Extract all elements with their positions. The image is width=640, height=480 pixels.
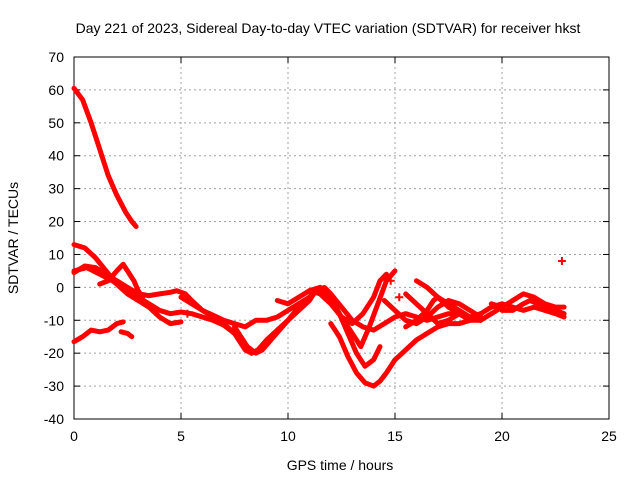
y-axis-label: SDTVAR / TECUs xyxy=(5,182,21,294)
data-series-track-5 xyxy=(71,319,126,345)
grid-layer xyxy=(74,57,609,419)
x-tick-label: 0 xyxy=(70,428,78,444)
x-axis-label: GPS time / hours xyxy=(287,457,394,473)
data-series-track-20 xyxy=(499,298,567,317)
data-series-track-19 xyxy=(488,291,567,310)
data-series-track-13 xyxy=(306,271,389,327)
data-series-track-14 xyxy=(381,298,484,327)
x-tick-label: 25 xyxy=(601,428,617,444)
y-tick-label: 10 xyxy=(48,246,64,262)
y-tick-label: -30 xyxy=(44,378,64,394)
y-tick-label: 60 xyxy=(48,82,64,98)
plot-frame xyxy=(73,56,610,420)
data-point-marker xyxy=(183,309,192,318)
y-tick-label: 0 xyxy=(56,279,64,295)
y-tick-label: -10 xyxy=(44,312,64,328)
data-point-marker xyxy=(557,257,566,266)
tick-layer: 0 5 10 15 20 25 -40 -30 -20 -10 0 10 20 30 40 50 60 70 xyxy=(44,49,617,444)
data-point-marker xyxy=(386,276,395,285)
data-point-marker xyxy=(395,293,404,302)
series-layer xyxy=(71,85,567,389)
data-series-track-11 xyxy=(328,314,484,389)
y-tick-label: 40 xyxy=(48,148,64,164)
y-tick-label: -20 xyxy=(44,345,64,361)
data-series-track-15 xyxy=(403,291,505,327)
y-tick-label: -40 xyxy=(44,411,64,427)
data-series-track-6 xyxy=(118,329,135,340)
chart-title: Day 221 of 2023, Sidereal Day-to-day VTE… xyxy=(76,20,581,36)
x-tick-label: 20 xyxy=(494,428,510,444)
x-tick-label: 15 xyxy=(387,428,403,444)
y-tick-label: 70 xyxy=(48,49,64,65)
data-series-track-1 xyxy=(71,85,139,229)
x-tick-label: 10 xyxy=(280,428,296,444)
y-tick-label: 20 xyxy=(48,214,64,230)
y-tick-label: 50 xyxy=(48,115,64,131)
data-series-track-7 xyxy=(97,261,145,300)
y-tick-label: 30 xyxy=(48,181,64,197)
data-series-track-10 xyxy=(232,284,383,369)
x-tick-label: 5 xyxy=(177,428,185,444)
data-series-track-8 xyxy=(178,284,484,333)
data-series-track-17 xyxy=(413,278,484,323)
data-series-track-4 xyxy=(71,265,237,336)
